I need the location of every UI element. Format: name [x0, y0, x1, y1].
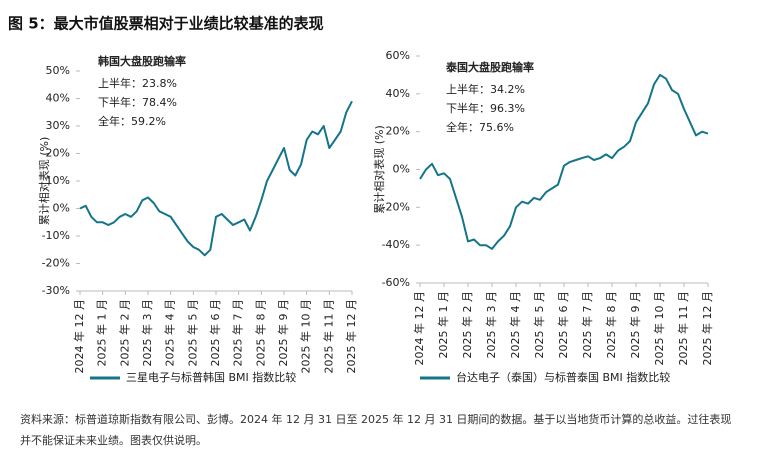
- x-tick-label: 2025 年 7 月: [580, 291, 594, 358]
- y-tick-label: 0%: [53, 202, 70, 215]
- annotation-title: 韩国大盘股跑输率: [98, 54, 186, 68]
- y-axis-label: 累计相对表现 (%): [372, 125, 386, 214]
- annotation-line: 下半年：78.4%: [98, 95, 177, 109]
- x-tick-label: 2025 年 7 月: [231, 299, 245, 366]
- x-tick-label: 2025 年 5 月: [532, 291, 546, 358]
- x-tick-label: 2025 年 3 月: [484, 291, 498, 358]
- annotation-line: 上半年：23.8%: [98, 76, 177, 90]
- x-tick-label: 2025 年 4 月: [508, 291, 522, 358]
- y-tick-label: 50%: [46, 64, 70, 77]
- y-tick-label: 40%: [386, 87, 410, 100]
- x-tick-label: 2025 年 11 月: [321, 299, 335, 373]
- x-tick-label: 2025 年 11 月: [676, 291, 690, 365]
- x-tick-label: 2025 年 12 月: [344, 299, 358, 373]
- x-tick-label: 2025 年 10 月: [299, 299, 313, 373]
- y-tick-label: -20%: [382, 200, 410, 213]
- x-tick-label: 2025 年 4 月: [163, 299, 177, 366]
- y-axis-label: 累计相对表现 (%): [37, 137, 51, 226]
- x-tick-label: 2025 年 8 月: [253, 299, 267, 366]
- x-tick-label: 2025 年 1 月: [436, 291, 450, 358]
- y-tick-label: -10%: [42, 229, 70, 242]
- annotation-line: 全年：75.6%: [446, 120, 514, 134]
- x-tick-label: 2024 年 12 月: [72, 299, 86, 373]
- annotation-line: 全年：59.2%: [98, 114, 166, 128]
- series-line: [79, 100, 353, 257]
- x-tick-label: 2024 年 12 月: [412, 291, 426, 365]
- x-tick-label: 2025 年 1 月: [95, 299, 109, 366]
- y-tick-label: 20%: [386, 125, 410, 138]
- x-tick-label: 2025 年 8 月: [604, 291, 618, 358]
- annotation-line: 上半年：34.2%: [446, 82, 525, 96]
- y-tick-label: 10%: [46, 174, 70, 187]
- y-tick-label: 0%: [393, 163, 410, 176]
- x-tick-label: 2025 年 2 月: [460, 291, 474, 358]
- y-tick-label: -40%: [382, 238, 410, 251]
- y-tick-label: -60%: [382, 276, 410, 289]
- x-tick-label: 2025 年 9 月: [628, 291, 642, 358]
- x-tick-label: 2025 年 12 月: [700, 291, 714, 365]
- legend-label: 台达电子（泰国）与标普泰国 BMI 指数比较: [456, 370, 670, 384]
- annotation-line: 下半年：96.3%: [446, 101, 525, 115]
- x-tick-label: 2025 年 6 月: [208, 299, 222, 366]
- y-tick-label: 20%: [46, 147, 70, 160]
- footnote: 资料来源：标普道琼斯指数有限公司、彭博。2024 年 12 月 31 日至 20…: [20, 412, 731, 426]
- x-tick-label: 2025 年 10 月: [652, 291, 666, 365]
- annotation-title: 泰国大盘股跑输率: [445, 60, 534, 74]
- y-tick-label: -20%: [42, 257, 70, 270]
- y-tick-label: 30%: [46, 119, 70, 132]
- y-tick-label: -30%: [42, 284, 70, 297]
- x-tick-label: 2025 年 2 月: [117, 299, 131, 366]
- x-tick-label: 2025 年 3 月: [140, 299, 154, 366]
- figure-title: 图 5：最大市值股票相对于业绩比较基准的表现: [8, 15, 324, 33]
- y-tick-label: 40%: [46, 92, 70, 105]
- legend-label: 三星电子与标普韩国 BMI 指数比较: [126, 370, 296, 384]
- series-line: [419, 73, 709, 250]
- x-tick-label: 2025 年 6 月: [556, 291, 570, 358]
- x-tick-label: 2025 年 9 月: [276, 299, 290, 366]
- footnote: 并不能保证未来业绩。图表仅供说明。: [20, 433, 207, 447]
- y-tick-label: 60%: [386, 49, 410, 62]
- x-tick-label: 2025 年 5 月: [185, 299, 199, 366]
